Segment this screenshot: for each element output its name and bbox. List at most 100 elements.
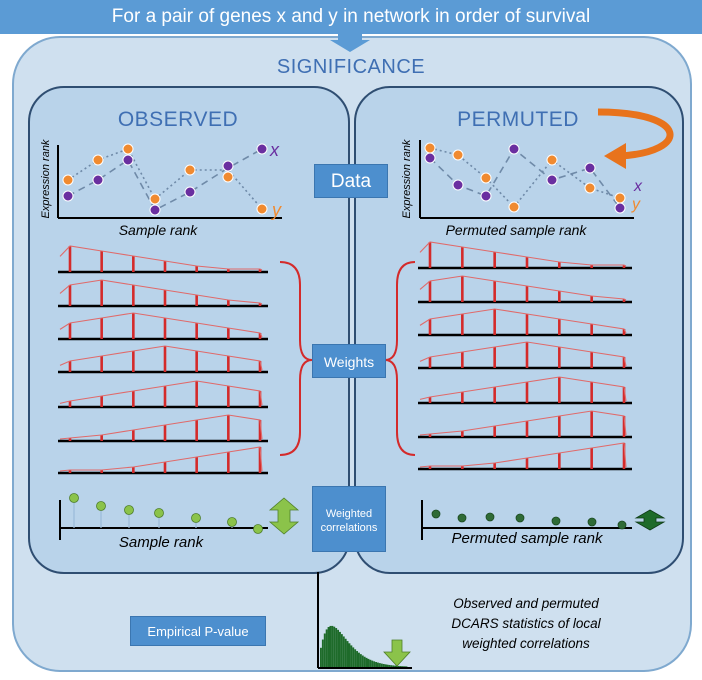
histogram-bar — [365, 657, 368, 667]
observed-row — [58, 345, 268, 374]
observed-series-x-label: x — [270, 140, 279, 160]
permuted-range-arrow — [634, 509, 666, 531]
observed-kernel-line — [59, 446, 263, 472]
histogram-bar — [403, 666, 406, 667]
histogram-bar — [323, 633, 326, 667]
histogram-bar — [325, 629, 328, 667]
histogram-bar — [369, 659, 372, 667]
histogram-bar — [363, 656, 366, 667]
histogram-bar — [320, 647, 322, 667]
observed-kernel-line — [59, 345, 263, 371]
right-brace — [384, 261, 416, 456]
observed-row — [58, 380, 268, 409]
permuted-row — [418, 442, 632, 471]
permuted-series-y-label: y — [632, 196, 640, 213]
observed-x-axis-label: Sample rank — [118, 222, 198, 238]
histogram-bar — [329, 625, 332, 667]
weights-box: Weights — [312, 344, 386, 378]
histogram-bar — [390, 665, 393, 667]
histogram-bar — [359, 654, 362, 667]
permuted-kernel-line — [419, 241, 627, 267]
observed-series-y-label: y — [272, 200, 281, 220]
permuted-row — [418, 410, 632, 439]
left-brace — [279, 261, 313, 456]
histogram-bar — [342, 636, 345, 667]
significance-title: SIGNIFICANCE — [276, 56, 426, 78]
permuted-y-axis-label: Expression rank — [401, 139, 413, 219]
permuted-kernel-line — [419, 410, 627, 436]
histogram-bar — [367, 658, 370, 667]
permuted-weight-kernels — [418, 241, 632, 471]
permuted-kernel-line — [419, 341, 627, 367]
weighted-correlations-label: Weighted correlations — [320, 508, 378, 534]
histogram-bar — [380, 663, 383, 667]
histogram-bar — [405, 666, 408, 667]
histogram-bar — [348, 643, 351, 667]
permuted-lollipops — [421, 500, 666, 540]
observed-kernel-line — [59, 245, 263, 271]
observed-kernel-line — [59, 380, 263, 406]
histogram-bar — [358, 652, 360, 667]
histogram-bar — [397, 665, 400, 667]
histogram-bar — [350, 645, 353, 667]
histogram-bar — [337, 629, 339, 667]
permuted-kernel-line — [419, 308, 627, 334]
empirical-pvalue-box: Empirical P-value — [130, 616, 266, 646]
histogram-bar — [373, 661, 376, 667]
observed-title: OBSERVED — [117, 108, 239, 131]
observed-kernel-line — [59, 279, 263, 305]
header-title: For a pair of genes x and y in network i… — [111, 6, 591, 27]
observed-y-axis-label: Expression rank — [40, 139, 52, 219]
data-label: Data — [330, 171, 372, 192]
histogram-bar — [331, 625, 334, 667]
observed-row — [58, 414, 268, 443]
histogram-bar — [378, 663, 381, 667]
permuted-row — [418, 275, 632, 304]
permuted-kernel-line — [419, 376, 627, 402]
histogram-bar — [346, 641, 349, 667]
empirical-pvalue-label: Empirical P-value — [147, 624, 249, 639]
weights-label: Weights — [323, 354, 375, 370]
observed-bottom-axis-label: Sample rank — [118, 534, 204, 551]
observed-row — [58, 312, 268, 341]
header-banner: For a pair of genes x and y in network i… — [0, 0, 702, 34]
histogram-caption: Observed and permuted DCARS statistics o… — [426, 594, 626, 654]
histogram-bar — [394, 665, 396, 667]
histogram-bar — [321, 639, 324, 667]
caption-line-3: weighted correlations — [462, 636, 590, 651]
observed-lollipops — [59, 493, 300, 540]
histogram-bar — [392, 665, 395, 667]
caption-line-1: Observed and permuted — [453, 596, 599, 611]
histogram-bar — [371, 660, 374, 667]
histogram-bar — [335, 628, 338, 667]
observed-row — [58, 245, 268, 274]
permuted-row — [418, 308, 632, 337]
histogram-bar — [352, 647, 355, 667]
histogram-bar — [327, 627, 330, 667]
histogram-bar — [401, 666, 404, 667]
permuted-scatter — [419, 108, 674, 219]
permuted-panel — [354, 86, 684, 574]
permuted-row — [418, 341, 632, 370]
permuted-kernel-line — [419, 275, 627, 301]
histogram-bar — [384, 664, 387, 667]
histogram-bar — [375, 662, 377, 667]
weighted-correlations-box: Weighted correlations — [312, 486, 386, 552]
observed-kernel-line — [59, 312, 263, 338]
permuted-bottom-axis-label: Permuted sample rank — [451, 530, 603, 547]
observed-range-arrow — [268, 497, 300, 535]
banner-down-arrow — [330, 34, 370, 52]
data-box: Data — [314, 164, 388, 198]
histogram-bar — [340, 634, 343, 667]
observed-weight-kernels — [58, 245, 268, 475]
histogram-bar — [333, 626, 336, 667]
permuted-x-axis-label: Permuted sample rank — [445, 222, 587, 238]
observed-row — [58, 279, 268, 308]
caption-line-2: DCARS statistics of local — [451, 616, 601, 631]
permuted-row — [418, 241, 632, 270]
histogram-bar — [361, 655, 364, 667]
histogram-bar — [339, 631, 341, 667]
permuted-kernel-line — [419, 442, 627, 468]
histogram-bar — [386, 664, 389, 667]
